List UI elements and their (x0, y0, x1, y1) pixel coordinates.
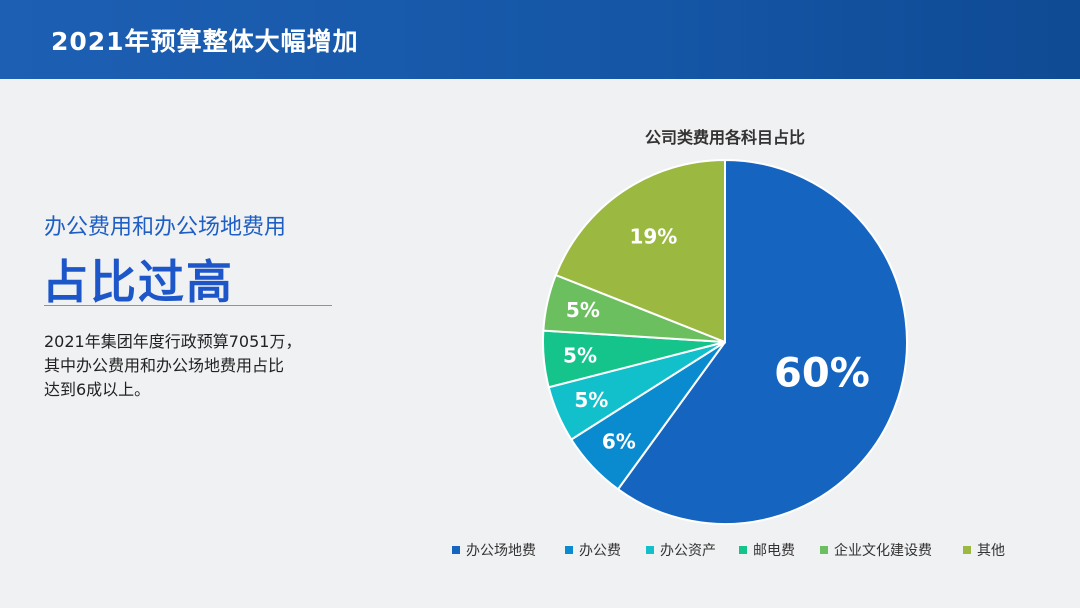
legend-label: 办公资产 (660, 543, 716, 559)
header-bar: 2021年预算整体大幅增加 (0, 0, 1080, 79)
legend-item-5: 其他 (963, 540, 1005, 560)
legend-swatch (963, 546, 971, 554)
legend-item-2: 办公资产 (646, 540, 716, 560)
chart-title: 公司类费用各科目占比 (644, 128, 805, 147)
section-subtitle: 办公费用和办公场地费用 (44, 215, 287, 240)
legend-label: 办公费 (579, 543, 621, 559)
chart-legend: 办公场地费 办公费 办公资产 邮电费 企业文化建设费 其他 (0, 540, 1080, 562)
legend-label: 办公场地费 (466, 543, 536, 559)
slice-label-3: 5% (563, 344, 597, 368)
legend-swatch (565, 546, 573, 554)
legend-swatch (646, 546, 654, 554)
page-title: 2021年预算整体大幅增加 (51, 27, 359, 56)
legend-item-1: 办公费 (565, 540, 621, 560)
description-line: 2021年集团年度行政预算7051万， (44, 332, 302, 351)
section-headline: 占比过高 (42, 255, 234, 309)
description-text: 2021年集团年度行政预算7051万， 其中办公费用和办公场地费用占比 达到6成… (44, 330, 344, 402)
legend-label: 其他 (977, 543, 1005, 559)
legend-label: 邮电费 (753, 543, 795, 559)
pie-slice-0 (616, 158, 908, 525)
legend-swatch (452, 546, 460, 554)
slice-label-0: 60% (774, 350, 870, 396)
legend-item-3: 邮电费 (739, 540, 795, 560)
slice-label-4: 5% (566, 298, 600, 322)
legend-item-4: 企业文化建设费 (820, 540, 932, 560)
divider (44, 305, 332, 306)
slice-label-2: 5% (574, 388, 608, 412)
legend-swatch (820, 546, 828, 554)
slice-label-1: 6% (602, 430, 636, 454)
slice-label-5: 19% (629, 225, 677, 249)
legend-item-0: 办公场地费 (452, 540, 536, 560)
legend-label: 企业文化建设费 (834, 543, 932, 559)
description-line: 其中办公费用和办公场地费用占比 (44, 356, 285, 375)
description-line: 达到6成以上。 (44, 380, 151, 399)
legend-swatch (739, 546, 747, 554)
pie-slice-5 (554, 158, 726, 344)
